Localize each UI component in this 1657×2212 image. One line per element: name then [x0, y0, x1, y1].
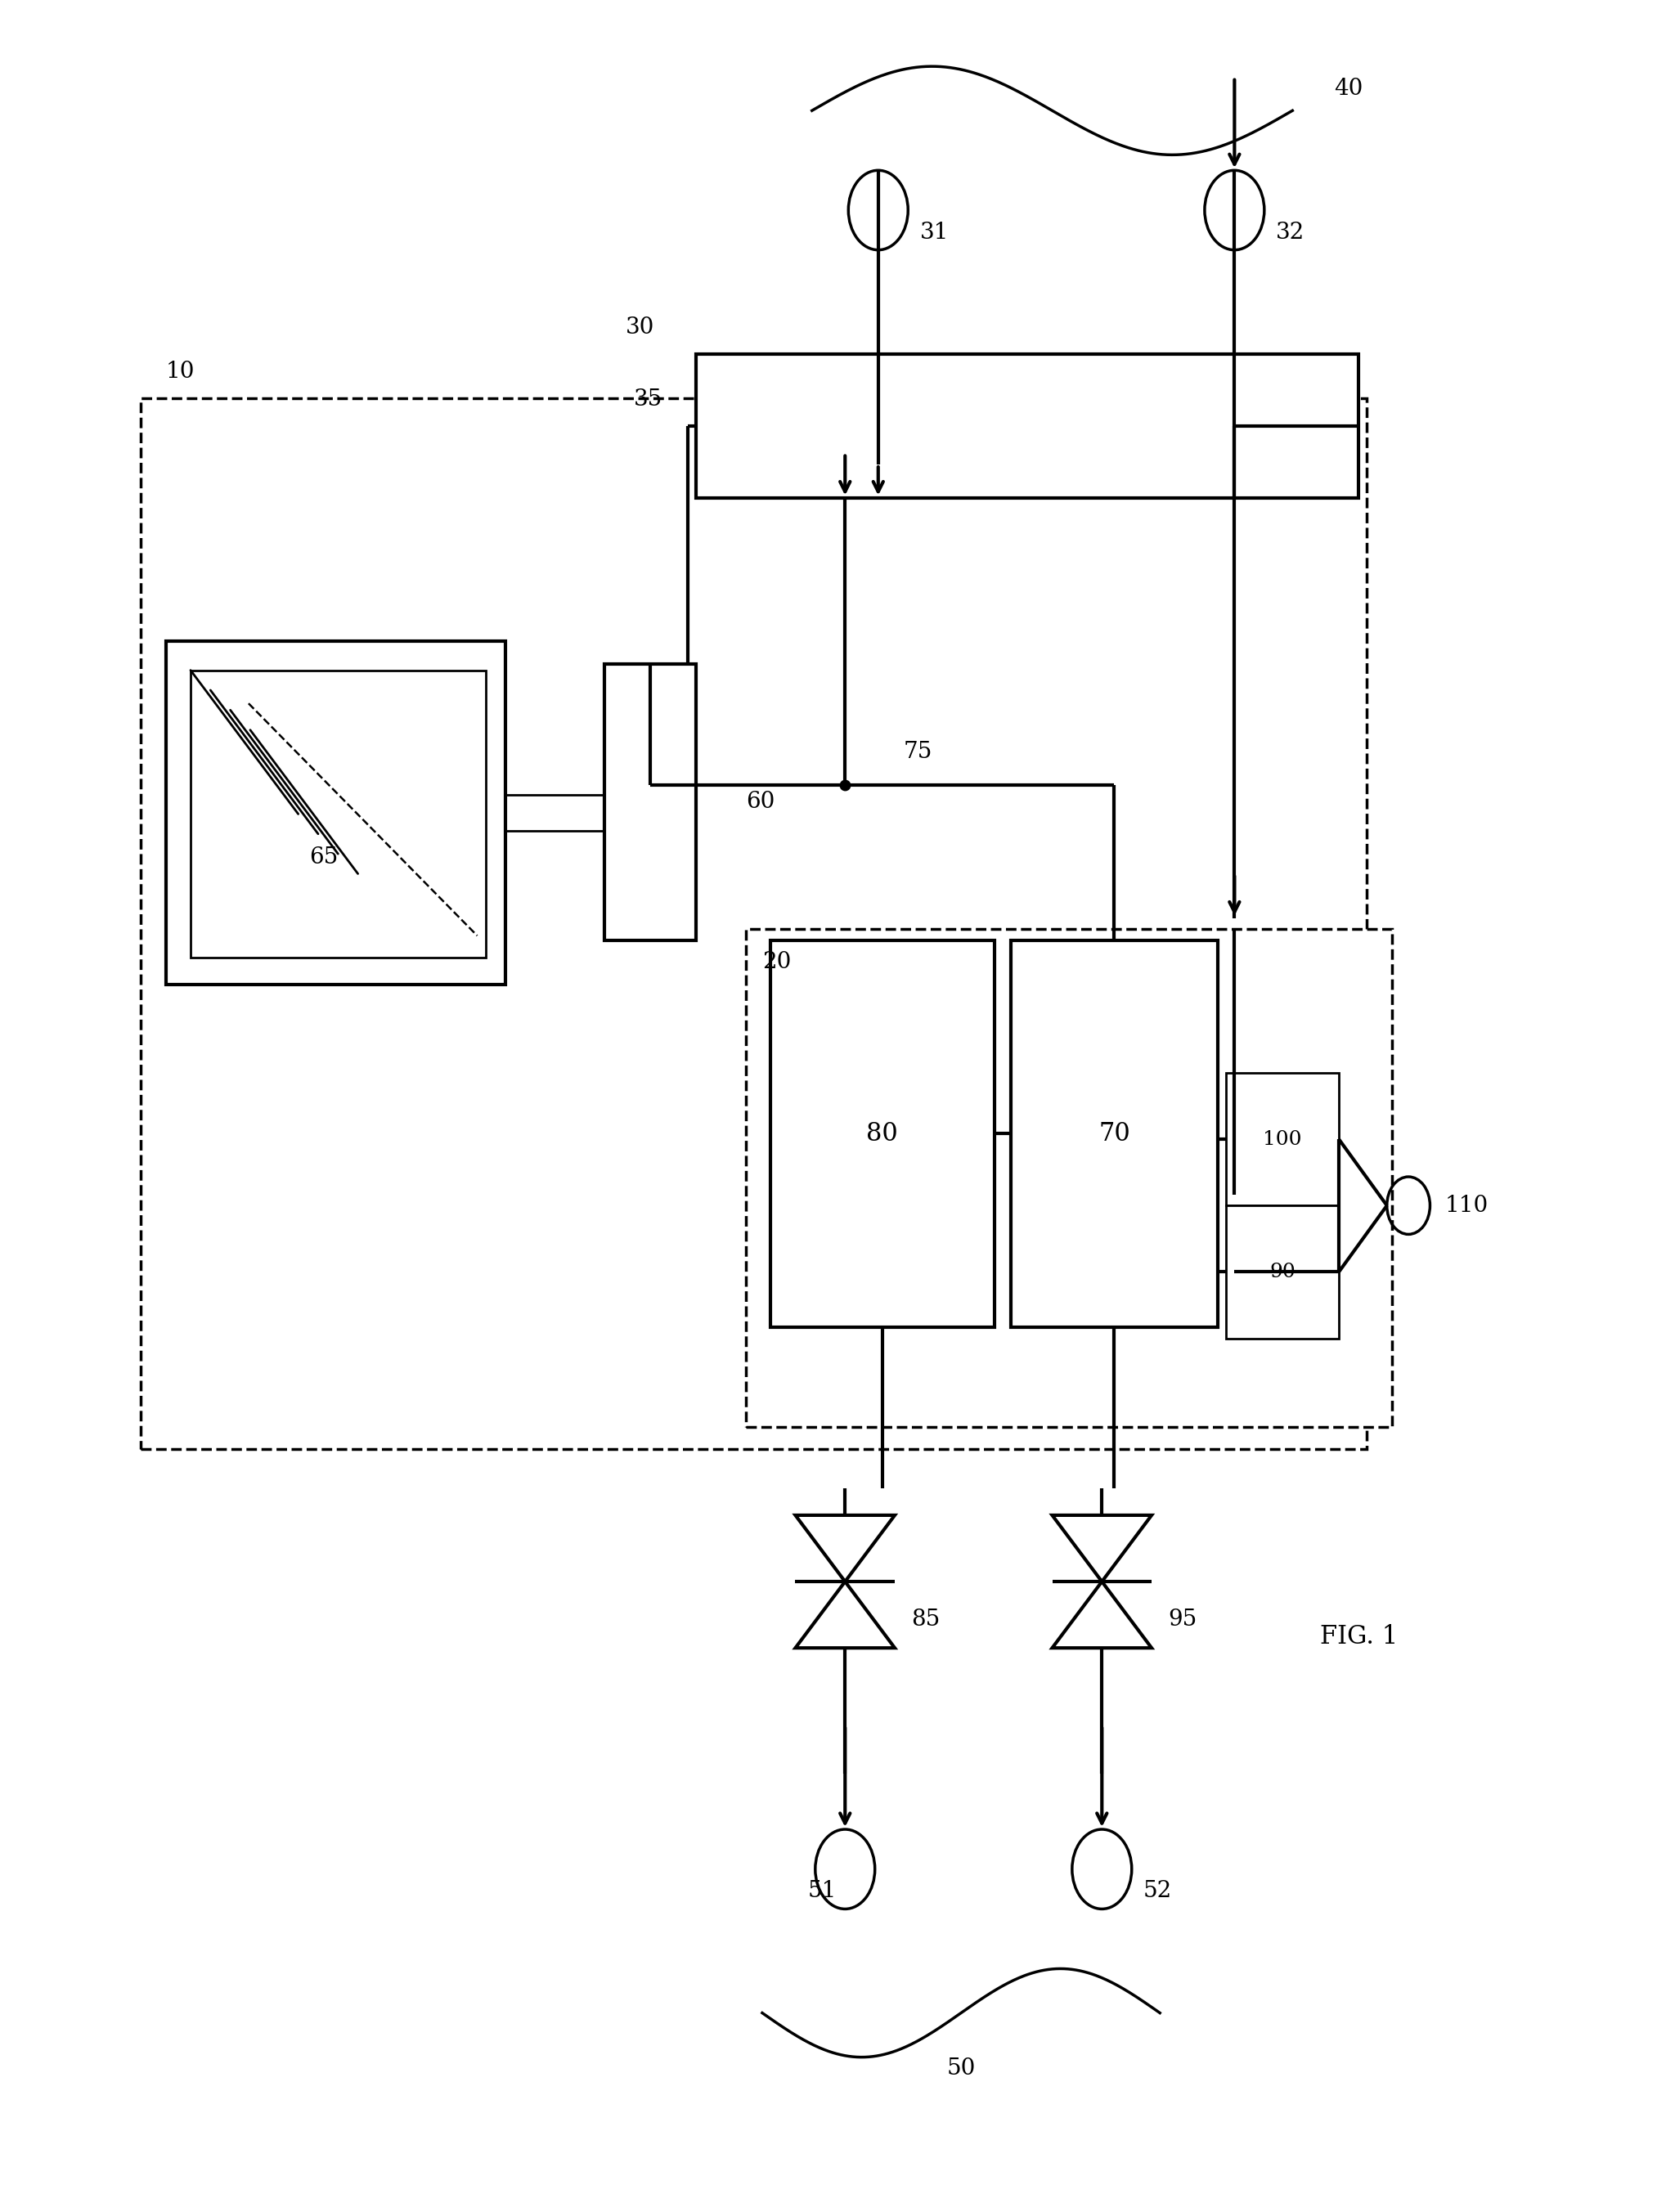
- Bar: [1226, 1206, 1339, 1338]
- Bar: [696, 354, 1359, 498]
- Text: 90: 90: [1269, 1263, 1296, 1281]
- Text: 52: 52: [1143, 1880, 1171, 1902]
- Bar: [1011, 940, 1218, 1327]
- Bar: [1226, 1073, 1339, 1206]
- Bar: [141, 398, 1367, 1449]
- Text: 31: 31: [920, 221, 948, 243]
- Text: 100: 100: [1263, 1130, 1302, 1148]
- Text: 40: 40: [1334, 77, 1362, 100]
- Text: 75: 75: [903, 741, 931, 763]
- Text: 20: 20: [762, 951, 790, 973]
- Text: 35: 35: [635, 389, 663, 409]
- Text: 50: 50: [946, 2057, 976, 2079]
- Text: 30: 30: [626, 316, 655, 338]
- Bar: [166, 641, 505, 984]
- Text: 32: 32: [1276, 221, 1304, 243]
- Text: 80: 80: [867, 1121, 898, 1146]
- Text: 70: 70: [1099, 1121, 1130, 1146]
- Text: 85: 85: [911, 1608, 940, 1630]
- Text: FIG. 1: FIG. 1: [1319, 1624, 1399, 1650]
- Bar: [191, 670, 486, 958]
- Text: 65: 65: [308, 847, 338, 867]
- Bar: [746, 929, 1392, 1427]
- Text: 51: 51: [809, 1880, 837, 1902]
- Text: 95: 95: [1168, 1608, 1196, 1630]
- Text: 60: 60: [746, 792, 774, 812]
- Text: 10: 10: [166, 361, 196, 383]
- Bar: [605, 664, 696, 940]
- Bar: [771, 940, 994, 1327]
- Text: 110: 110: [1445, 1194, 1488, 1217]
